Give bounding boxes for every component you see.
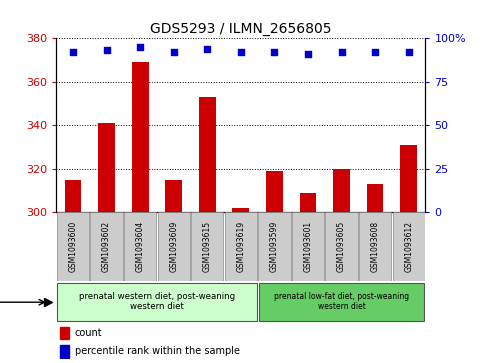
Point: [169, 49, 177, 55]
Point: [304, 51, 311, 57]
Bar: [60, 327, 69, 339]
Text: GSM1093604: GSM1093604: [135, 221, 144, 273]
Text: GSM1093605: GSM1093605: [336, 221, 346, 273]
Bar: [265, 171, 282, 212]
Text: GSM1093600: GSM1093600: [68, 221, 78, 273]
Text: percentile rank within the sample: percentile rank within the sample: [75, 346, 239, 356]
Point: [337, 49, 345, 55]
Point: [136, 44, 144, 50]
FancyBboxPatch shape: [291, 212, 324, 281]
Point: [270, 49, 278, 55]
Point: [102, 48, 110, 53]
FancyBboxPatch shape: [90, 212, 122, 281]
Text: GSM1093601: GSM1093601: [303, 221, 312, 272]
Point: [203, 46, 211, 52]
FancyBboxPatch shape: [157, 212, 189, 281]
Text: GSM1093619: GSM1093619: [236, 221, 245, 272]
FancyBboxPatch shape: [124, 212, 156, 281]
FancyBboxPatch shape: [358, 212, 390, 281]
Bar: [366, 184, 383, 212]
FancyBboxPatch shape: [224, 212, 256, 281]
FancyBboxPatch shape: [57, 212, 89, 281]
Point: [236, 49, 244, 55]
Title: GDS5293 / ILMN_2656805: GDS5293 / ILMN_2656805: [150, 22, 331, 36]
Bar: [165, 180, 182, 212]
Bar: [131, 62, 148, 212]
Bar: [60, 345, 69, 358]
Bar: [98, 123, 115, 212]
Text: GSM1093609: GSM1093609: [169, 221, 178, 273]
FancyBboxPatch shape: [191, 212, 223, 281]
FancyBboxPatch shape: [325, 212, 357, 281]
FancyBboxPatch shape: [258, 212, 290, 281]
Text: count: count: [75, 328, 102, 338]
FancyBboxPatch shape: [57, 283, 256, 321]
Bar: [199, 97, 215, 212]
Text: prenatal low-fat diet, post-weaning
western diet: prenatal low-fat diet, post-weaning west…: [273, 291, 408, 311]
Text: GSM1093612: GSM1093612: [403, 221, 412, 272]
Text: GSM1093602: GSM1093602: [102, 221, 111, 272]
FancyBboxPatch shape: [392, 212, 424, 281]
Point: [404, 49, 412, 55]
Text: GSM1093599: GSM1093599: [269, 221, 278, 273]
Text: prenatal western diet, post-weaning
western diet: prenatal western diet, post-weaning west…: [79, 291, 235, 311]
Point: [69, 49, 77, 55]
Text: GSM1093615: GSM1093615: [203, 221, 211, 272]
Point: [370, 49, 378, 55]
Text: GSM1093608: GSM1093608: [370, 221, 379, 272]
FancyBboxPatch shape: [258, 283, 424, 321]
Bar: [64, 180, 81, 212]
Bar: [332, 169, 349, 212]
Bar: [400, 145, 416, 212]
Bar: [232, 208, 249, 212]
Bar: [299, 193, 316, 212]
